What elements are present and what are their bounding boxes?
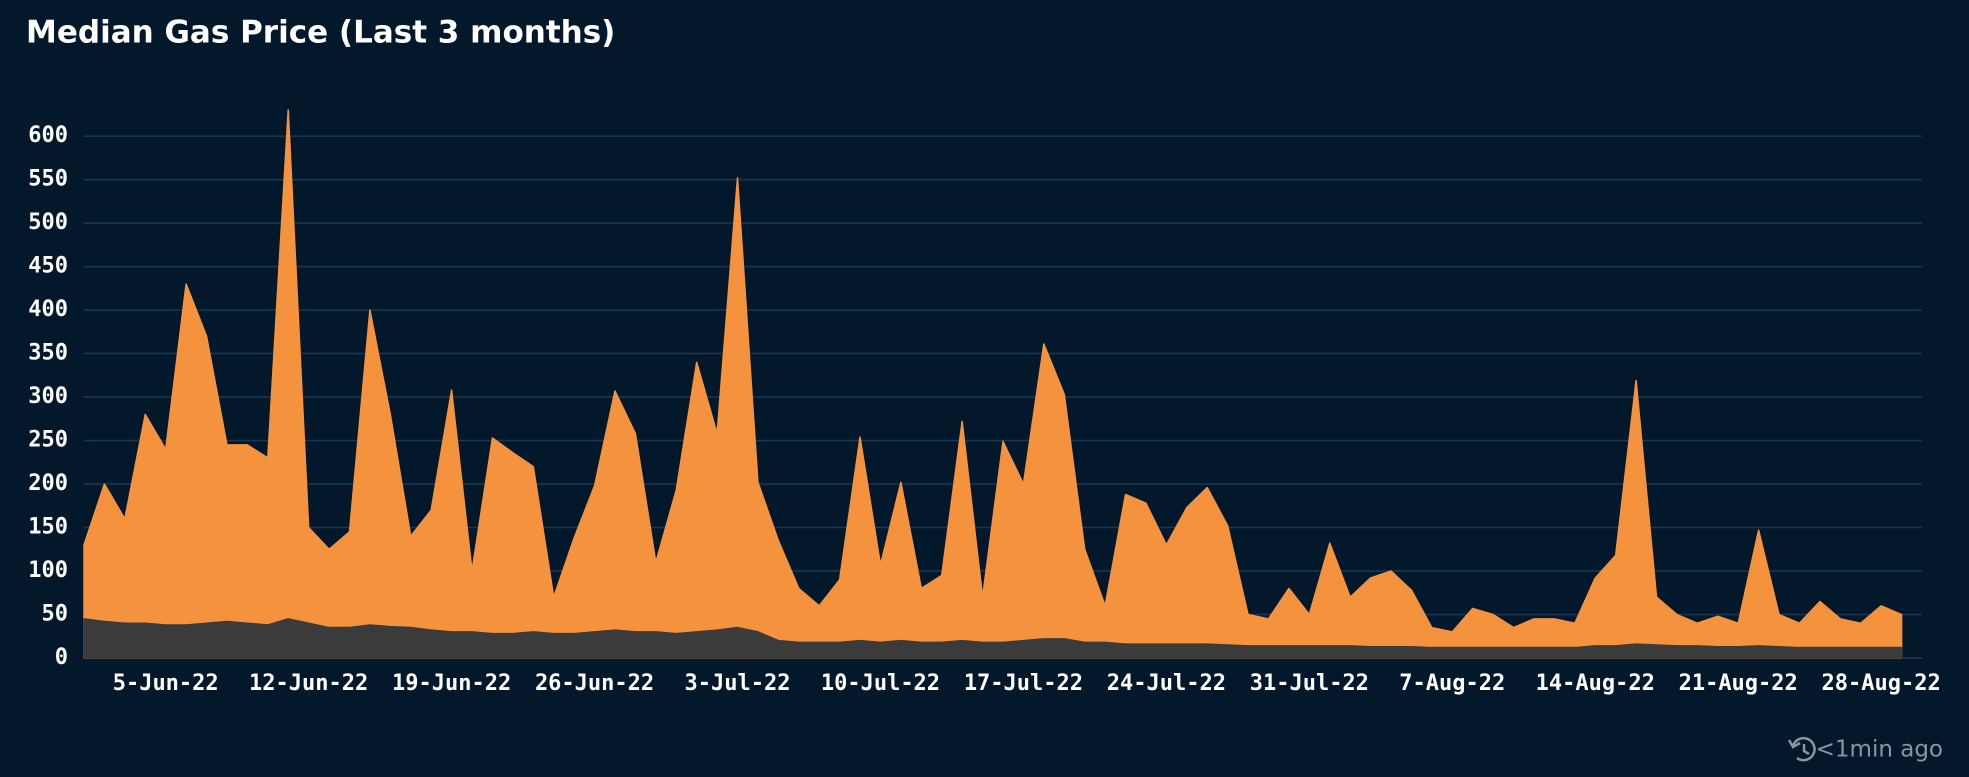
y-tick-label: 50 [42,602,69,627]
y-tick-label: 500 [28,210,68,235]
y-tick-label: 250 [28,428,68,453]
y-tick-label: 550 [28,167,68,192]
x-tick-label: 21-Aug-22 [1679,671,1798,696]
area-series [83,618,1903,659]
x-tick-label: 12-Jun-22 [249,671,368,696]
y-tick-label: 0 [55,645,68,670]
x-tick-label: 10-Jul-22 [821,671,940,696]
y-tick-label: 600 [28,123,68,148]
refresh-icon [1787,736,1816,762]
x-tick-label: 24-Jul-22 [1107,671,1226,696]
x-tick-label: 26-Jun-22 [535,671,654,696]
y-tick-label: 450 [28,254,68,279]
y-tick-label: 150 [28,515,68,540]
x-tick-label: 28-Aug-22 [1822,671,1941,696]
x-tick-label: 31-Jul-22 [1250,671,1369,696]
y-tick-label: 200 [28,471,68,496]
chart-title: Median Gas Price (Last 3 months) [26,15,615,51]
refresh-arrow [1787,739,1801,749]
x-tick-label: 19-Jun-22 [392,671,511,696]
y-tick-label: 300 [28,384,68,409]
last-updated: <1min ago [1816,737,1943,763]
x-tick-label: 5-Jun-22 [113,671,219,696]
area-series [83,109,1903,659]
refresh-hand [1802,744,1810,756]
x-tick-label: 14-Aug-22 [1536,671,1655,696]
y-tick-label: 100 [28,558,68,583]
y-tick-label: 350 [28,341,68,366]
x-tick-label: 3-Jul-22 [685,671,791,696]
x-tick-label: 17-Jul-22 [964,671,1083,696]
refresh-arc [1791,736,1816,762]
y-tick-label: 400 [28,297,68,322]
x-tick-label: 7-Aug-22 [1399,671,1505,696]
